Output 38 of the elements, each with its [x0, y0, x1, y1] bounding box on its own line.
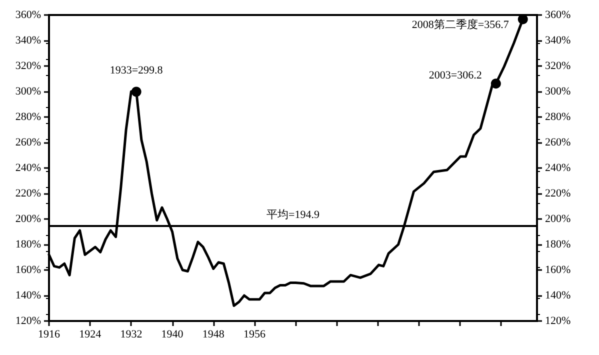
- x-tick-label: 1940: [161, 328, 184, 340]
- y-tick-label: 300%: [15, 86, 41, 98]
- point: [131, 86, 142, 97]
- y-tick-label: 140%: [15, 290, 41, 302]
- x-tick-label: 1932: [120, 328, 142, 340]
- y2-tick-label: 280%: [545, 111, 571, 123]
- y2-tick-label: 220%: [545, 188, 571, 200]
- y-tick-label: 240%: [15, 162, 41, 174]
- y2-tick-label: 260%: [545, 136, 571, 148]
- y2-tick-label: 340%: [545, 34, 571, 46]
- y-tick-label: 180%: [15, 238, 41, 250]
- y-tick-label: 260%: [15, 136, 41, 148]
- y2-tick-label: 300%: [545, 86, 571, 98]
- y-tick-label: 320%: [15, 60, 41, 72]
- x-tick-label: 1916: [38, 328, 60, 340]
- y-tick-label: 220%: [15, 188, 41, 200]
- y2-tick-label: 180%: [545, 238, 571, 250]
- x-tick-label: 1956: [243, 328, 266, 340]
- y2-tick-label: 320%: [545, 60, 571, 72]
- y2-tick-label: 360%: [545, 9, 571, 21]
- y-tick-label: 280%: [15, 111, 41, 123]
- y2-tick-label: 160%: [545, 264, 571, 276]
- point: [490, 78, 501, 89]
- annotation: 2003=306.2: [428, 70, 482, 82]
- ref-line-label: 平均=194.9: [266, 209, 320, 222]
- annotation: 2008第二季度=356.7: [412, 18, 510, 32]
- y2-tick-label: 120%: [545, 315, 571, 327]
- y-tick-label: 200%: [15, 213, 41, 225]
- y-tick-label: 160%: [15, 264, 41, 276]
- x-tick-label: 1948: [202, 328, 225, 340]
- y2-tick-label: 240%: [545, 162, 571, 174]
- x-tick-label: 1924: [79, 328, 102, 340]
- annotation: 1933=299.8: [110, 64, 164, 76]
- y-tick-label: 340%: [15, 34, 41, 46]
- y2-tick-label: 200%: [545, 213, 571, 225]
- y-tick-label: 120%: [15, 315, 41, 327]
- y-tick-label: 360%: [15, 9, 41, 21]
- y2-tick-label: 140%: [545, 290, 571, 302]
